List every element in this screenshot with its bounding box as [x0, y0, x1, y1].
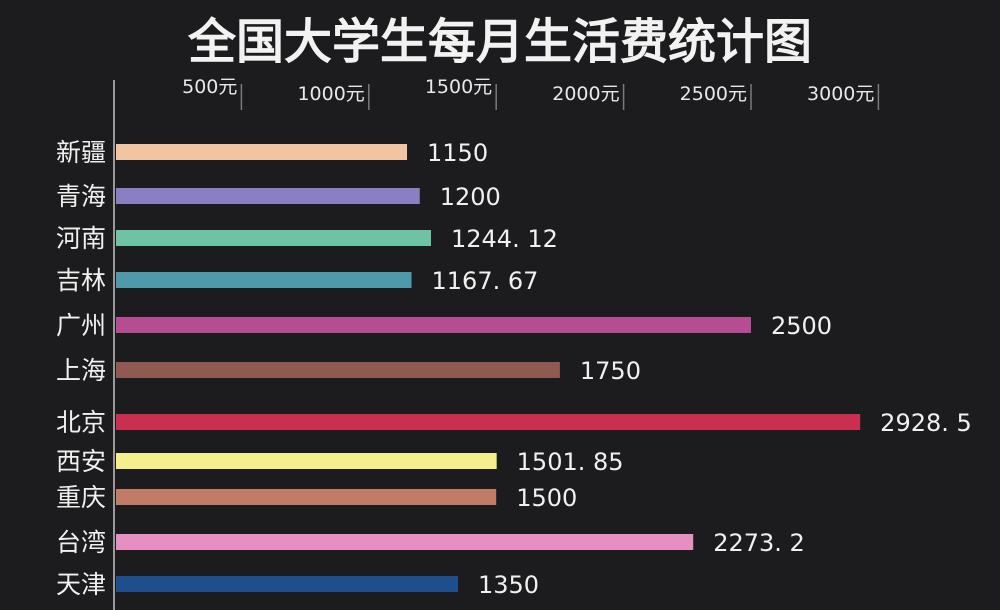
category-label: 台湾 — [56, 528, 106, 557]
value-label: 1750 — [580, 357, 641, 385]
chart-title: 全国大学生每月生活费统计图 — [187, 14, 812, 70]
x-tick-label: 2000元 — [552, 83, 619, 105]
x-tick-label: 1500元 — [425, 76, 492, 98]
bar — [116, 453, 497, 469]
bar — [116, 489, 497, 505]
category-label: 天津 — [56, 570, 106, 599]
bar — [116, 362, 560, 378]
value-label: 1244. 12 — [451, 225, 558, 253]
category-label: 上海 — [56, 356, 106, 385]
x-axis-ticks: 500元 1000元 1500元 2000元 2500元 3000元 — [182, 76, 880, 110]
category-label: 广州 — [56, 311, 106, 340]
bar — [116, 317, 751, 333]
value-label: 1200 — [440, 183, 501, 211]
value-label: 1150 — [427, 139, 488, 167]
bar — [116, 188, 420, 204]
value-label: 1501. 85 — [517, 448, 624, 476]
bar — [116, 576, 458, 592]
category-label: 重庆 — [56, 483, 106, 512]
value-label: 2273. 2 — [713, 529, 805, 557]
bar — [116, 144, 408, 160]
value-label: 1350 — [478, 571, 539, 599]
category-label: 河南 — [56, 224, 106, 253]
value-label: 1500 — [516, 484, 577, 512]
category-label: 青海 — [56, 182, 106, 211]
x-tick-label: 2500元 — [680, 83, 747, 105]
category-label: 北京 — [56, 408, 106, 437]
x-tick-label: 1000元 — [297, 83, 364, 105]
value-label: 2928. 5 — [880, 409, 972, 437]
bar — [116, 230, 432, 246]
x-tick-label: 3000元 — [807, 83, 874, 105]
value-label: 2500 — [771, 312, 832, 340]
bar — [116, 534, 694, 550]
value-label: 1167. 67 — [432, 267, 539, 295]
bar — [116, 272, 412, 288]
bars: 新疆 1150 青海 1200 河南 1244. 12 吉林 1167. 67 广州 2500 上海… — [56, 138, 972, 599]
x-tick-label: 500元 — [182, 76, 237, 98]
bar — [116, 414, 861, 430]
category-label: 西安 — [56, 447, 106, 476]
category-label: 新疆 — [56, 138, 106, 167]
category-label: 吉林 — [56, 266, 106, 295]
